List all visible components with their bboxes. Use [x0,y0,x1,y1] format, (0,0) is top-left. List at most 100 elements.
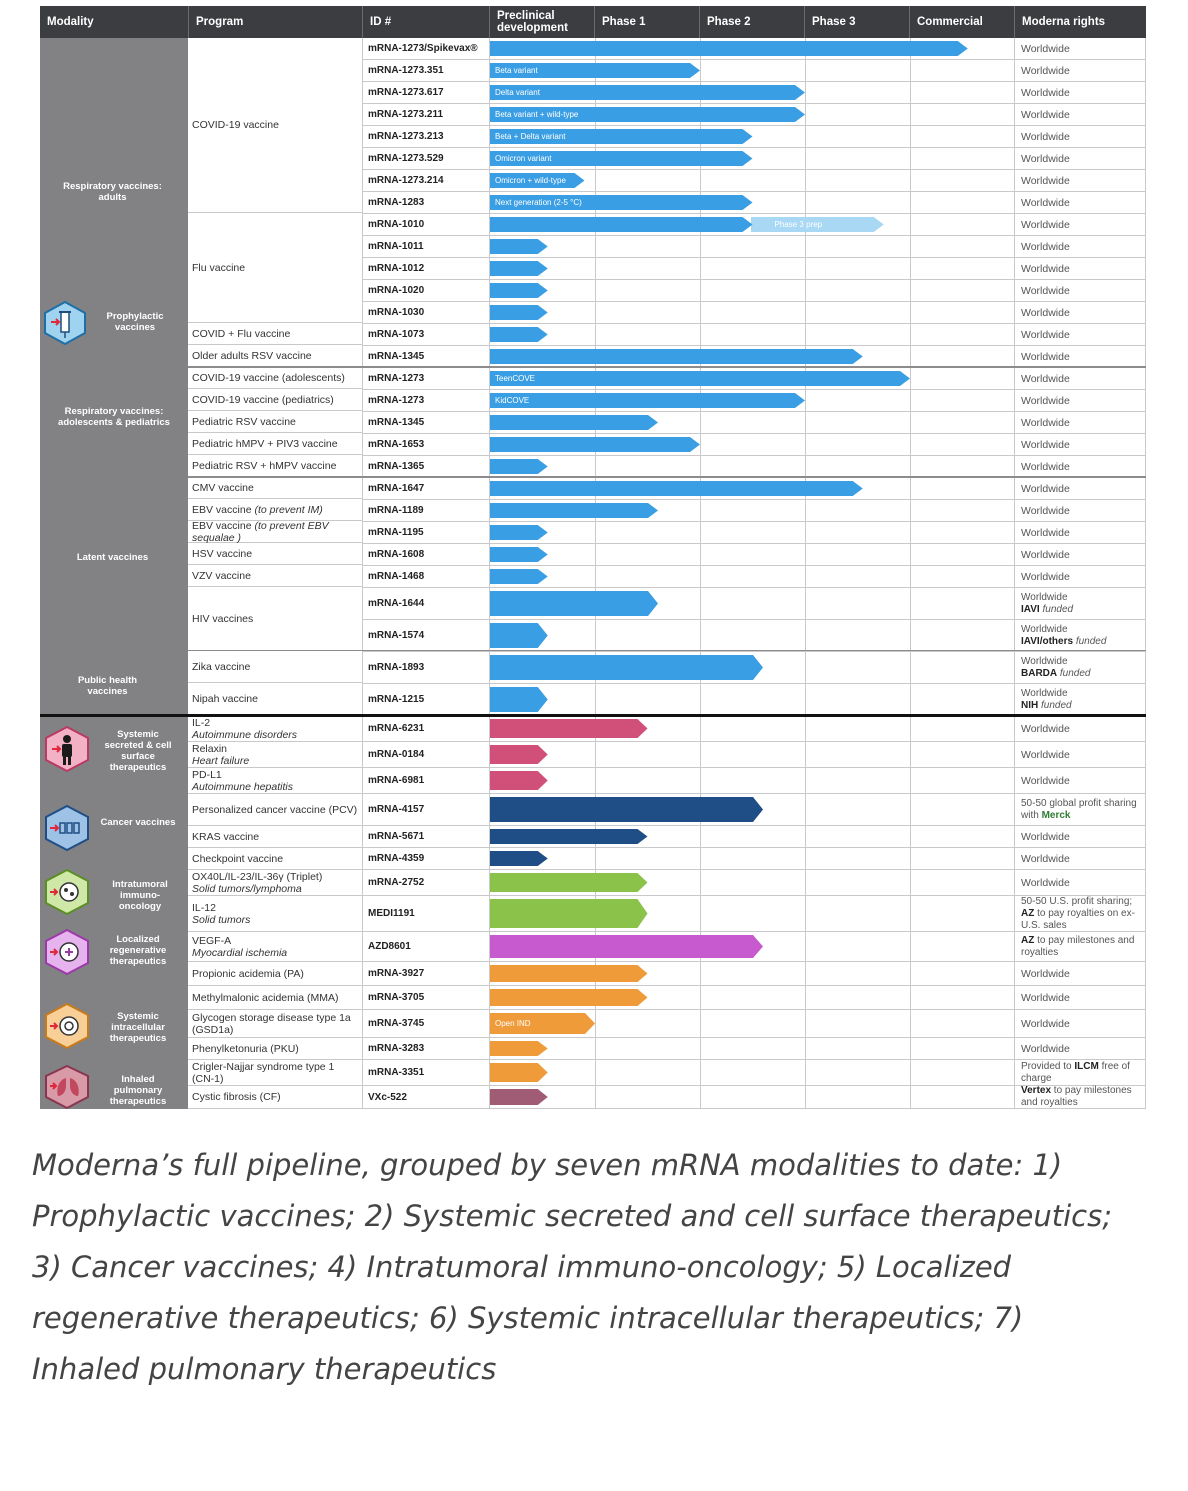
stage-timeline: Delta variant [489,82,1014,104]
program-id: mRNA-3283 [362,1038,489,1060]
program-covid-adol: COVID-19 vaccine (adolescents) [188,367,362,389]
rights-text: Worldwide [1021,372,1070,385]
phase-gridline [805,620,806,651]
moderna-rights: Worldwide [1014,104,1146,126]
lungs-icon [45,1064,89,1109]
program-id: mRNA-1574 [362,620,489,652]
moderna-rights: Worldwide [1014,478,1146,500]
program-id: AZD8601 [362,932,489,962]
pipeline-row: mRNA-1273 KidCOVE Worldwide [188,390,1146,412]
program-id: VXc-522 [362,1086,489,1109]
rights-text: Provided to ILCM free of charge [1021,1060,1130,1084]
stage-timeline [489,986,1014,1010]
stage-timeline [489,324,1014,346]
phase-gridline [595,620,596,651]
phase-gridline [805,1038,806,1059]
stage-bar [490,349,863,364]
stage-timeline [489,302,1014,324]
rights-text: AZ to pay milestones and royalties [1021,934,1135,958]
moderna-rights: Worldwide [1014,434,1146,456]
phase-gridline [805,566,806,587]
phase-gridline [805,390,806,411]
moderna-rights: AZ to pay milestones and royalties [1014,932,1146,962]
stage-bar [490,935,763,958]
phase-gridline [910,280,911,301]
rights-text: Worldwide [1021,416,1070,429]
phase-gridline [910,716,911,741]
rights-text: Worldwide [1021,130,1070,143]
moderna-rights: Worldwide [1014,324,1146,346]
moderna-rights: Worldwide [1014,390,1146,412]
moderna-rights: Worldwide [1014,148,1146,170]
phase-gridline [805,848,806,869]
phase-gridline [910,742,911,767]
pipeline-row: mRNA-1020 Worldwide [188,280,1146,302]
pipeline-row: mRNA-1653 Worldwide [188,434,1146,456]
stage-bar [490,623,548,648]
phase-gridline [805,82,806,103]
moderna-rights: Provided to ILCM free of charge [1014,1060,1146,1086]
stage-bar [490,261,548,276]
phase-gridline [910,1086,911,1108]
program-id: mRNA-1647 [362,478,489,500]
phase-gridline [910,1010,911,1037]
rights-text: Worldwide [1021,240,1070,253]
program-id: mRNA-1365 [362,456,489,478]
program-mma: Methylmalonic acidemia (MMA) [188,986,362,1010]
rights-text: Worldwide IAVI funded [1021,591,1074,615]
phase-gridline [595,544,596,565]
stage-bar-ghost: Phase 3 prep [751,217,884,232]
program-flu: Flu vaccine [188,213,362,323]
rights-text: Worldwide [1021,1042,1070,1055]
stage-bar [490,655,763,680]
phase-gridline [700,986,701,1009]
phase-gridline [910,1038,911,1059]
rights-text: Worldwide [1021,218,1070,231]
stage-timeline [489,236,1014,258]
modality-intracellular: Systemic intracellular therapeutics [109,1011,167,1044]
moderna-rights: Worldwide [1014,870,1146,896]
stage-bar [490,873,648,892]
phase-gridline [910,434,911,455]
phase-gridline [805,932,806,961]
moderna-rights: Worldwide [1014,412,1146,434]
phase-gridline [700,684,701,715]
phase-gridline [805,324,806,345]
phase-gridline [910,522,911,543]
phase-gridline [805,588,806,619]
stage-timeline [489,620,1014,652]
pipeline-row: mRNA-1273 TeenCOVE Worldwide [188,368,1146,390]
phase-gridline [595,258,596,279]
program-kras: KRAS vaccine [188,826,362,848]
pipeline-row: mRNA-1273.213 Beta + Delta variant Worldwi… [188,126,1146,148]
moderna-rights: Worldwide BARDA funded [1014,652,1146,684]
stage-bar: Beta variant + wild-type [490,107,805,122]
stage-bar: Beta variant [490,63,700,78]
phase-gridline [805,126,806,147]
stage-timeline: Next generation (2-5 °C) [489,192,1014,214]
program-id: mRNA-0184 [362,742,489,768]
stage-timeline [489,962,1014,986]
stage-timeline: TeenCOVE [489,368,1014,390]
stage-timeline: Omicron variant [489,148,1014,170]
phase-gridline [700,1060,701,1085]
stage-bar: Next generation (2-5 °C) [490,195,753,210]
stage-bar [490,687,548,712]
phase-gridline [595,684,596,715]
heart-regen-icon [45,928,89,976]
phase-gridline [700,1086,701,1108]
pipeline-row: MEDI1191 50-50 U.S. profit sharing; AZ to… [188,896,1146,932]
phase-gridline [910,170,911,191]
program-id: mRNA-2752 [362,870,489,896]
pipeline-row: mRNA-1273.351 Beta variant Worldwide [188,60,1146,82]
moderna-rights: Worldwide [1014,192,1146,214]
stage-bar [490,1041,548,1056]
moderna-rights: Worldwide [1014,258,1146,280]
header-id: ID # [362,6,489,38]
phase-gridline [805,170,806,191]
moderna-rights: Worldwide [1014,544,1146,566]
modality-intratumoral: Intratumoral immuno-oncology [112,879,168,912]
modality-cancer: Cancer vaccines [100,817,176,828]
program-id: mRNA-1195 [362,522,489,544]
program-id: mRNA-1073 [362,324,489,346]
